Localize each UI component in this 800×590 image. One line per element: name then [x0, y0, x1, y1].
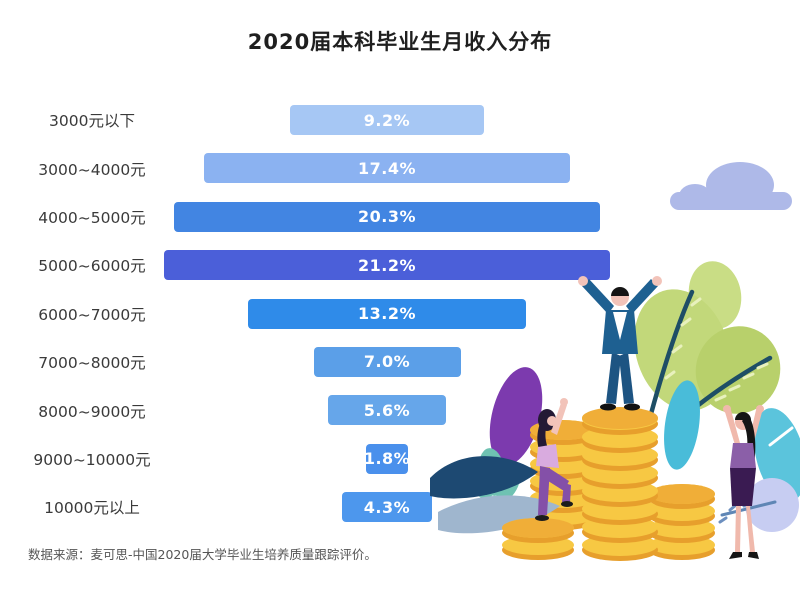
category-label: 4000~5000元: [38, 208, 146, 227]
category-label: 6000~7000元: [38, 305, 146, 324]
bar-row: 4000~5000元 20.3%: [0, 193, 800, 241]
bar-value-label: 13.2%: [357, 304, 416, 324]
bar-value-label: 21.2%: [357, 255, 416, 275]
bar-row: 7000~8000元 7.0%: [0, 338, 800, 386]
category-label: 3000元以下: [49, 112, 135, 131]
bar-value-label: 1.8%: [363, 449, 411, 469]
bar[interactable]: 7.0%: [313, 346, 461, 377]
category-label: 3000~4000元: [38, 160, 146, 179]
bar-row: 9000~10000元 1.8%: [0, 435, 800, 483]
bar[interactable]: 5.6%: [328, 395, 446, 426]
bar-value-label: 4.3%: [363, 497, 411, 517]
bar-row: 8000~9000元 5.6%: [0, 386, 800, 434]
category-label: 9000~10000元: [33, 450, 151, 469]
bar[interactable]: 1.8%: [363, 443, 411, 474]
bar-row: 10000元以上 4.3%: [0, 483, 800, 531]
bar-value-label: 17.4%: [357, 158, 416, 178]
bar-row: 6000~7000元 13.2%: [0, 290, 800, 338]
bar-value-label: 5.6%: [363, 400, 411, 420]
bar[interactable]: 4.3%: [341, 492, 433, 523]
category-label: 7000~8000元: [38, 354, 146, 373]
bar-chart: 3000元以下 9.2% 3000~4000元 17.4% 4000~5000元…: [0, 96, 800, 532]
bar[interactable]: 17.4%: [204, 153, 570, 184]
bar-row: 3000~4000元 17.4%: [0, 144, 800, 192]
category-label: 10000元以上: [44, 499, 140, 518]
bar[interactable]: 20.3%: [173, 201, 601, 232]
bar-row: 5000~6000元 21.2%: [0, 241, 800, 289]
page-title: 2020届本科毕业生月收入分布: [247, 30, 553, 54]
category-label: 5000~6000元: [38, 257, 146, 276]
bar[interactable]: 9.2%: [290, 105, 484, 135]
bar[interactable]: 21.2%: [164, 250, 610, 281]
bar-value-label: 20.3%: [357, 207, 416, 227]
bar-row: 3000元以下 9.2%: [0, 96, 800, 144]
source-note: 数据来源：麦可思-中国2020届大学毕业生培养质量跟踪评价。: [28, 547, 377, 562]
bar-value-label: 9.2%: [363, 110, 411, 130]
bar-value-label: 7.0%: [363, 352, 411, 372]
category-label: 8000~9000元: [38, 402, 146, 421]
bar[interactable]: 13.2%: [248, 298, 526, 329]
